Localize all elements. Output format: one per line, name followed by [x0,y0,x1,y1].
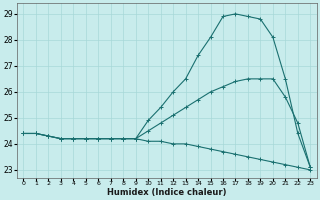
X-axis label: Humidex (Indice chaleur): Humidex (Indice chaleur) [107,188,227,197]
